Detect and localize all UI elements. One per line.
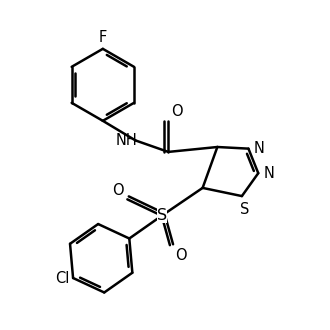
Text: N: N [263, 166, 274, 181]
Text: O: O [171, 104, 182, 119]
Text: O: O [175, 248, 186, 263]
Text: N: N [253, 141, 264, 156]
Text: NH: NH [115, 133, 137, 148]
Text: S: S [240, 202, 249, 217]
Text: O: O [113, 183, 124, 198]
Text: F: F [99, 30, 107, 45]
Text: Cl: Cl [55, 271, 70, 285]
Text: S: S [157, 208, 167, 223]
